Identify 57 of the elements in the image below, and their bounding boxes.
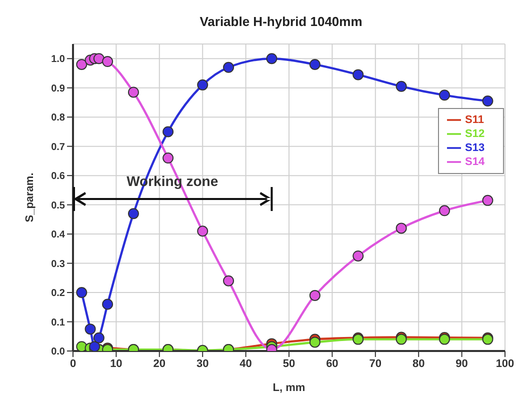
x-tick-label: 10 [110, 358, 122, 370]
x-tick-label: 0 [70, 358, 76, 370]
y-tick-label: 0.9 [51, 83, 66, 94]
y-tick-label: 0.0 [51, 346, 66, 358]
point [197, 226, 208, 237]
y-tick-label: 0.6 [51, 171, 66, 182]
point [482, 194, 494, 206]
x-tick-label: 40 [240, 358, 252, 370]
point [482, 96, 494, 107]
point [76, 58, 88, 70]
point [309, 336, 320, 348]
point [439, 205, 450, 216]
x-tick-label: 60 [326, 358, 338, 370]
point [84, 324, 96, 335]
point [223, 62, 234, 73]
point [309, 58, 320, 70]
point [223, 275, 234, 286]
legend-label: S11 [465, 114, 484, 126]
x-tick-label: 20 [153, 358, 166, 370]
y-axis-title: S_param. [24, 172, 36, 222]
point [396, 222, 407, 234]
point [396, 80, 407, 92]
y-tick-label: 0.2 [51, 288, 66, 300]
point [102, 56, 114, 68]
x-tick-label: 70 [369, 358, 382, 370]
point [162, 152, 174, 164]
y-tick-label: 0.7 [51, 142, 66, 153]
legend-label: S13 [465, 142, 485, 154]
point [93, 53, 104, 64]
x-tick-label: 30 [196, 358, 209, 370]
y-tick-label: 0.4 [51, 230, 66, 241]
point [352, 69, 364, 80]
x-tick-label: 90 [456, 358, 468, 370]
chart-title: Variable H-hybrid 1040mm [198, 14, 364, 29]
y-tick-label: 0.1 [51, 317, 66, 328]
point [266, 53, 278, 64]
point [76, 341, 88, 351]
point [102, 298, 114, 310]
y-tick-label: 1.0 [51, 54, 66, 66]
legend-label: S12 [465, 128, 485, 140]
point [76, 287, 88, 298]
point [162, 126, 174, 138]
point [439, 90, 450, 101]
x-tick-label: 80 [412, 358, 425, 370]
point [309, 290, 320, 301]
x-tick-label: 100 [496, 358, 514, 370]
legend-label: S14 [465, 156, 485, 168]
y-tick-label: 0.5 [51, 200, 66, 212]
point [197, 79, 208, 90]
y-tick-label: 0.3 [51, 258, 66, 270]
x-tick-label: 50 [282, 358, 296, 370]
y-tick-label: 0.8 [51, 112, 66, 124]
point [128, 208, 139, 220]
x-axis-title: L, mm [272, 382, 306, 394]
point [352, 250, 364, 262]
point [93, 332, 104, 344]
point [128, 86, 139, 98]
